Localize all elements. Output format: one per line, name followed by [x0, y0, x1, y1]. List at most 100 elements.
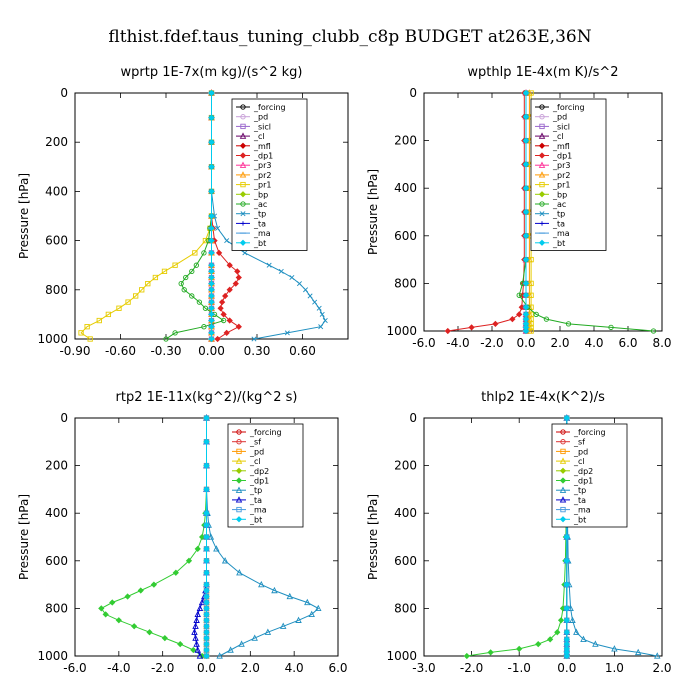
y-axis-label: Pressure [hPa] — [17, 173, 31, 259]
data-point — [172, 569, 179, 576]
data-point — [203, 438, 210, 445]
data-point — [308, 610, 315, 617]
y-tick-label: 1000 — [37, 649, 68, 663]
data-point — [487, 649, 494, 656]
legend-marker — [240, 181, 246, 188]
data-point — [208, 274, 215, 281]
y-tick-label: 400 — [394, 506, 417, 520]
data-point — [557, 617, 565, 624]
legend-label: _cl — [253, 132, 265, 141]
data-point — [172, 262, 178, 268]
data-point — [208, 188, 215, 195]
y-tick-label: 400 — [394, 181, 417, 195]
data-point — [518, 304, 525, 311]
data-point — [208, 139, 215, 146]
data-point — [193, 262, 199, 268]
data-point — [216, 652, 223, 659]
data-point — [222, 292, 229, 300]
data-point — [203, 599, 210, 606]
plot-frame — [423, 92, 663, 332]
data-point — [124, 593, 131, 600]
data-point — [208, 114, 215, 121]
x-tick-label: -4.0 — [107, 661, 130, 675]
data-point — [177, 640, 184, 648]
data-point — [208, 249, 215, 257]
data-point — [214, 335, 221, 343]
y-tick-label: 800 — [394, 601, 417, 615]
legend-marker — [538, 152, 546, 159]
legend-marker — [560, 439, 566, 445]
series-line — [447, 93, 525, 332]
data-point — [226, 286, 233, 293]
data-point — [189, 268, 195, 274]
data-point — [131, 623, 138, 630]
data-point — [235, 323, 242, 330]
data-point — [196, 299, 203, 305]
legend-marker — [538, 142, 546, 149]
data-point — [522, 89, 530, 97]
legend-label: _bp — [253, 190, 268, 199]
x-tick-label: 8.0 — [652, 336, 671, 350]
data-point — [543, 316, 550, 322]
data-point — [522, 113, 530, 120]
data-point — [533, 311, 539, 317]
data-point — [316, 305, 322, 311]
data-point — [208, 212, 215, 220]
data-point — [251, 634, 258, 641]
legend-marker — [236, 448, 242, 455]
data-point — [196, 652, 204, 659]
legend-label: _forcing — [573, 428, 606, 437]
y-tick-label: 0 — [60, 411, 68, 425]
data-point — [286, 592, 294, 600]
data-point — [522, 280, 530, 287]
data-point — [208, 298, 215, 306]
data-point — [522, 256, 530, 263]
data-point — [194, 646, 201, 653]
legend-label: _sicl — [253, 122, 271, 131]
legend-label: _mfl — [253, 142, 271, 151]
legend-marker — [560, 448, 566, 455]
data-point — [516, 311, 523, 318]
data-point — [208, 329, 215, 336]
legend: _forcing_pd_sicl_cl_mfl_dp1_pr3_pr2_pr1_… — [530, 98, 607, 251]
legend-marker — [538, 191, 546, 198]
legend-marker — [239, 152, 247, 159]
data-point — [208, 89, 215, 97]
data-point — [303, 287, 309, 293]
data-point — [116, 305, 122, 311]
legend-label: _tp — [552, 210, 565, 219]
data-point — [84, 324, 90, 330]
data-point — [522, 161, 530, 168]
y-axis-label: Pressure [hPa] — [366, 494, 380, 580]
panel-1: wprtp 1E-7x(m kg)/(s^2 kg) Pressure [hPa]… — [17, 65, 349, 358]
legend-marker — [236, 439, 242, 445]
legend-label: _ac — [253, 200, 267, 209]
x-tick-label: -2.0 — [151, 661, 174, 675]
data-point — [217, 305, 224, 312]
data-point — [133, 293, 139, 299]
y-tick-label: 0 — [60, 86, 68, 100]
legend-label: _cl — [573, 457, 585, 466]
data-point — [163, 336, 169, 342]
legend-label: _tp — [253, 210, 266, 219]
data-point — [492, 320, 499, 327]
data-point — [463, 652, 470, 660]
legend-label: _ma — [552, 229, 570, 238]
legend-label: _pr3 — [253, 161, 271, 170]
legend-label: _bt — [573, 515, 586, 524]
data-point — [145, 281, 151, 287]
data-point — [608, 324, 614, 331]
data-point — [146, 629, 153, 636]
data-point — [192, 634, 199, 641]
y-tick-label: 1000 — [386, 649, 417, 663]
legend-marker — [236, 429, 242, 435]
legend-label: _forcing — [552, 103, 585, 112]
data-point — [242, 250, 248, 256]
legend: _forcing_pd_sicl_cl_mfl_dp1_pr3_pr2_pr1_… — [231, 98, 308, 251]
data-point — [232, 280, 239, 287]
legend-marker — [538, 171, 546, 178]
legend-marker — [239, 191, 247, 198]
data-point — [203, 462, 210, 469]
legend-marker — [239, 239, 247, 246]
series-pr1 — [78, 90, 215, 342]
